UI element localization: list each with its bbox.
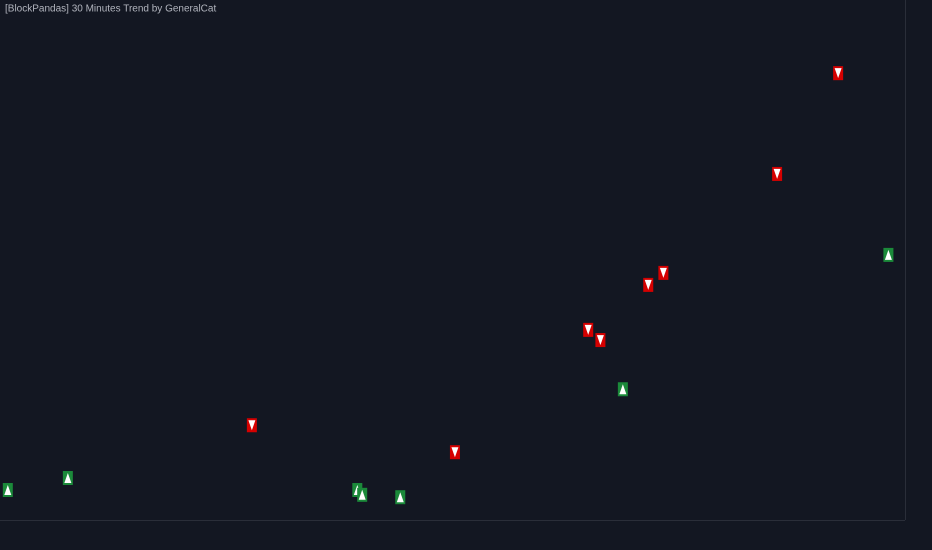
sell-signal bbox=[246, 418, 257, 433]
buy-signal bbox=[357, 487, 368, 502]
signal-arrow bbox=[773, 168, 781, 179]
chart-title: [BlockPandas] 30 Minutes Trend by Genera… bbox=[5, 4, 216, 15]
signal-arrow bbox=[358, 489, 366, 500]
buy-signal bbox=[2, 483, 13, 498]
buy-signal bbox=[883, 247, 894, 262]
buy-signal bbox=[395, 490, 406, 505]
plot-layer bbox=[2, 66, 894, 505]
sell-signal bbox=[449, 445, 460, 460]
sell-signal bbox=[772, 166, 783, 181]
signal-arrow bbox=[834, 68, 842, 79]
sell-signal bbox=[583, 322, 594, 337]
sell-signal bbox=[643, 277, 654, 292]
signal-arrow bbox=[619, 384, 627, 395]
sell-signal bbox=[833, 66, 844, 81]
signal-arrow bbox=[644, 279, 652, 290]
signal-arrow bbox=[4, 485, 12, 496]
sell-signal bbox=[658, 265, 669, 280]
signal-arrow bbox=[584, 324, 592, 335]
signal-arrow bbox=[596, 335, 604, 346]
signal-arrow bbox=[659, 267, 667, 278]
buy-signal bbox=[62, 471, 73, 486]
signal-arrow bbox=[64, 473, 72, 484]
sell-signal bbox=[595, 333, 606, 348]
buy-signal bbox=[617, 382, 628, 397]
signal-arrow bbox=[248, 420, 256, 431]
signal-arrow bbox=[884, 249, 892, 260]
signal-arrow bbox=[451, 447, 459, 458]
signal-arrow bbox=[396, 492, 404, 503]
